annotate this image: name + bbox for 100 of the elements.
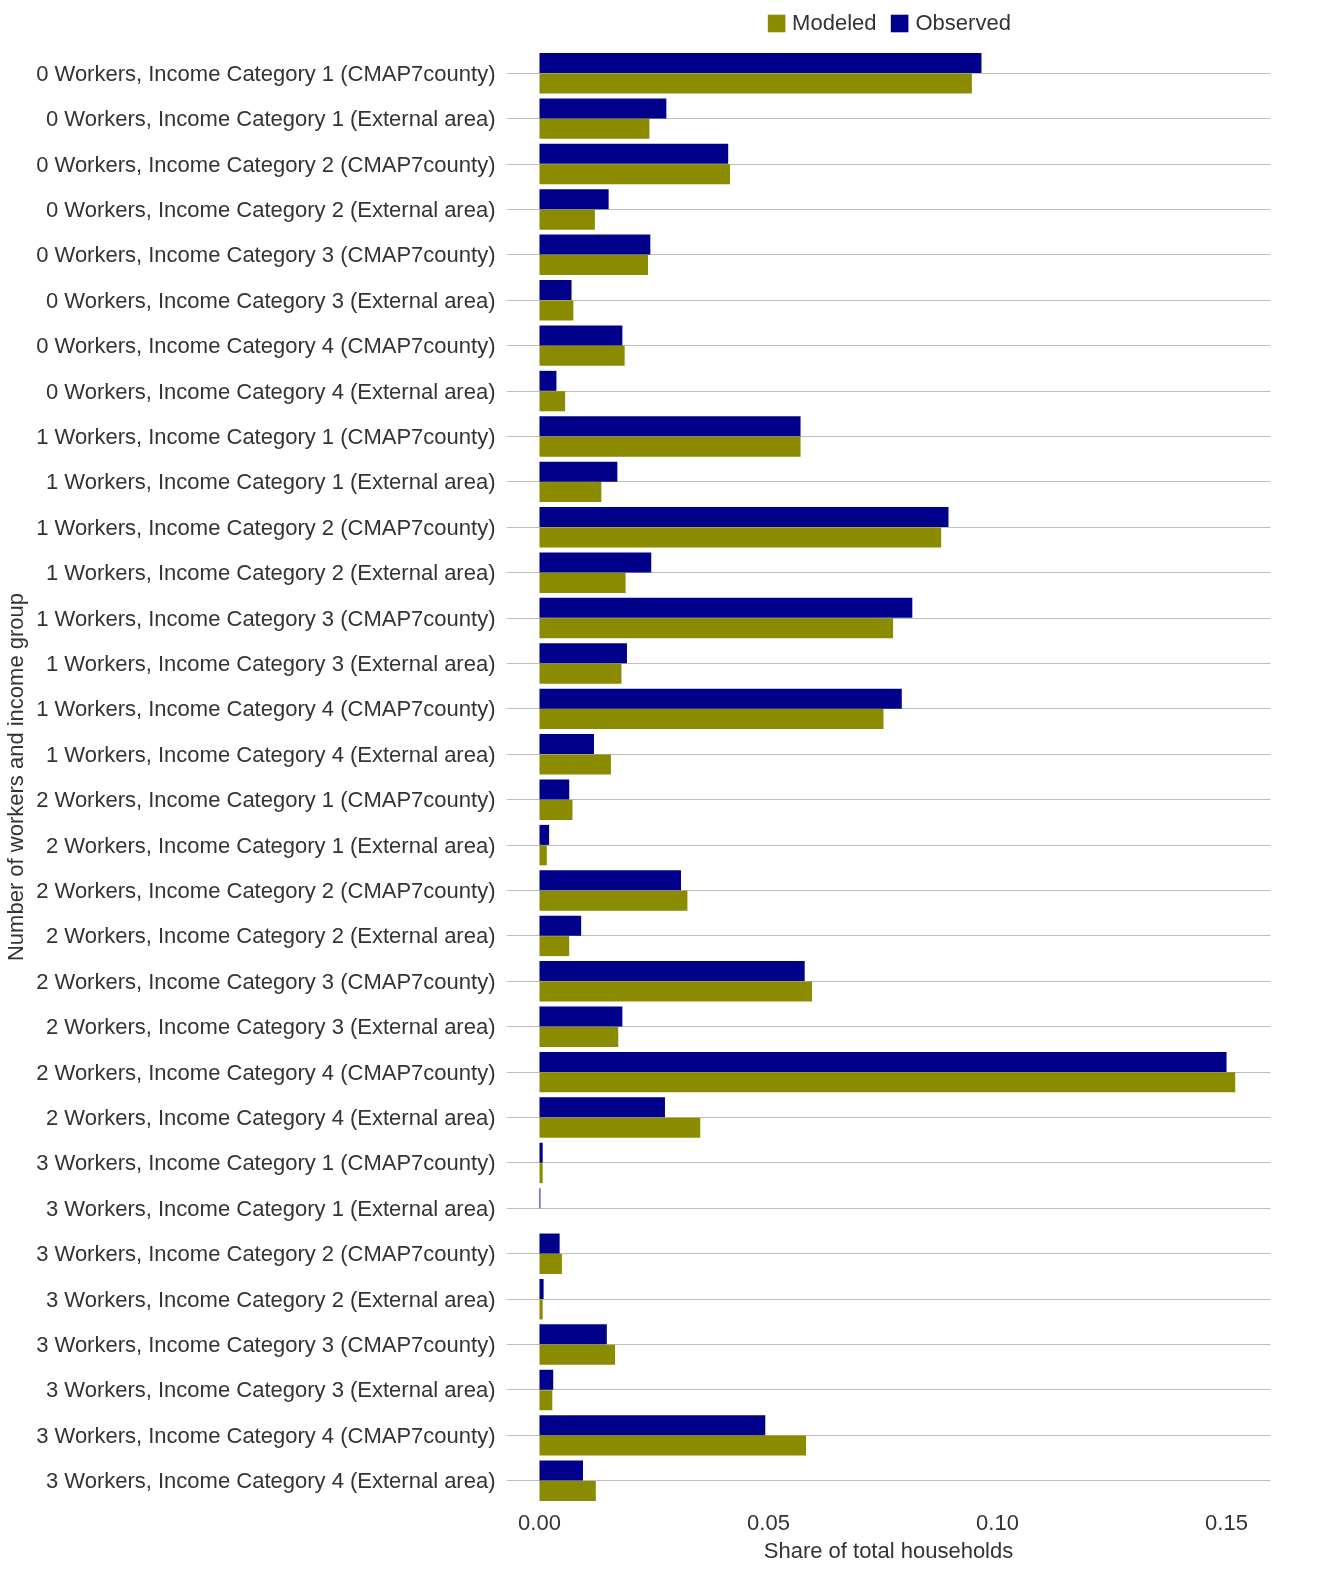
bar	[539, 1072, 1236, 1093]
bar	[539, 143, 729, 164]
bar	[539, 189, 609, 210]
bar	[539, 643, 627, 664]
bar	[539, 734, 594, 755]
y-tick-label: 0 Workers, Income Category 4 (CMAP7county)	[36, 333, 496, 359]
bar	[539, 572, 626, 593]
bar	[539, 1142, 543, 1163]
bar	[539, 461, 618, 482]
y-tick-label: 2 Workers, Income Category 1 (CMAP7county)	[36, 787, 496, 813]
x-tick-label: 0.15	[1205, 1509, 1248, 1535]
y-tick-label: 0 Workers, Income Category 2 (External area)	[45, 196, 496, 222]
y-tick-label: 3 Workers, Income Category 2 (External area)	[45, 1286, 496, 1312]
bar	[539, 234, 651, 255]
bar	[539, 1369, 554, 1390]
bar	[539, 799, 573, 820]
y-tick-label: 2 Workers, Income Category 3 (External area)	[45, 1014, 496, 1040]
legend-label: Modeled	[792, 9, 877, 36]
bar	[539, 507, 949, 528]
bar	[539, 1233, 560, 1254]
y-tick-label: 0 Workers, Income Category 1 (CMAP7county)	[36, 60, 496, 86]
y-tick-label: 3 Workers, Income Category 3 (External area)	[45, 1377, 496, 1403]
bar	[539, 416, 801, 437]
y-tick-label: 1 Workers, Income Category 4 (External area)	[45, 741, 496, 767]
bar	[539, 1390, 553, 1411]
bar	[539, 1344, 616, 1365]
y-tick-label: 1 Workers, Income Category 2 (CMAP7county)	[36, 514, 496, 540]
bar	[539, 1278, 544, 1299]
bar	[539, 300, 574, 321]
y-tick-label: 3 Workers, Income Category 1 (CMAP7county)	[36, 1150, 496, 1176]
bar	[539, 618, 894, 639]
y-tick-label: 0 Workers, Income Category 3 (CMAP7county)	[36, 242, 496, 268]
bar	[539, 1026, 619, 1047]
y-tick-label: 2 Workers, Income Category 1 (External area)	[45, 832, 496, 858]
bar	[539, 663, 622, 684]
bar	[539, 98, 667, 119]
bar	[539, 1097, 665, 1118]
bar	[539, 890, 688, 911]
bar	[539, 1415, 766, 1436]
bar	[539, 1435, 807, 1456]
legend-label: Observed	[915, 9, 1011, 36]
y-tick-label: 3 Workers, Income Category 2 (CMAP7county)	[36, 1241, 496, 1267]
bar	[539, 779, 570, 800]
bar	[539, 1299, 543, 1320]
bar	[539, 845, 547, 866]
bar	[539, 52, 982, 73]
y-tick-label: 2 Workers, Income Category 2 (External area)	[45, 923, 496, 949]
bar	[539, 754, 611, 775]
y-tick-label: 1 Workers, Income Category 3 (External area)	[45, 650, 496, 676]
bar	[539, 255, 649, 276]
y-tick-label: 0 Workers, Income Category 1 (External area)	[45, 106, 496, 132]
bar	[539, 709, 884, 730]
x-tick-label: 0.00	[518, 1509, 561, 1535]
bar	[539, 1006, 623, 1027]
bar	[539, 370, 557, 391]
bar	[539, 1324, 607, 1345]
y-tick-label: 1 Workers, Income Category 1 (CMAP7county)	[36, 423, 496, 449]
y-tick-label: 1 Workers, Income Category 2 (External area)	[45, 560, 496, 586]
x-tick-label: 0.10	[976, 1509, 1019, 1535]
bar	[539, 1051, 1227, 1072]
bar	[539, 345, 625, 366]
y-tick-label: 1 Workers, Income Category 4 (CMAP7county)	[36, 696, 496, 722]
bar	[539, 1253, 562, 1274]
y-tick-label: 3 Workers, Income Category 1 (External area)	[45, 1195, 496, 1221]
bar	[539, 1481, 596, 1502]
y-axis-title: Number of workers and income group	[3, 592, 29, 962]
y-tick-label: 0 Workers, Income Category 2 (CMAP7county)	[36, 151, 496, 177]
y-tick-label: 3 Workers, Income Category 4 (CMAP7county)	[36, 1422, 496, 1448]
bar	[539, 325, 623, 346]
y-tick-label: 2 Workers, Income Category 2 (CMAP7county)	[36, 878, 496, 904]
bar	[539, 688, 902, 709]
bar	[539, 1163, 543, 1184]
bar	[539, 824, 550, 845]
bar	[539, 73, 972, 94]
y-tick-label: 0 Workers, Income Category 4 (External area)	[45, 378, 496, 404]
bar	[539, 552, 652, 573]
bar	[539, 436, 801, 457]
bar	[539, 391, 566, 412]
bar	[539, 164, 731, 185]
bar	[539, 527, 942, 548]
x-tick-label: 0.05	[747, 1509, 790, 1535]
bar	[539, 961, 805, 982]
y-tick-label: 0 Workers, Income Category 3 (External area)	[45, 287, 496, 313]
bar	[539, 870, 682, 891]
y-tick-label: 1 Workers, Income Category 3 (CMAP7county)	[36, 605, 496, 631]
bar	[539, 981, 813, 1002]
y-tick-label: 2 Workers, Income Category 3 (CMAP7county)	[36, 968, 496, 994]
bar	[539, 597, 913, 618]
y-tick-label: 2 Workers, Income Category 4 (CMAP7county)	[36, 1059, 496, 1085]
bar	[539, 482, 602, 503]
x-axis-title: Share of total households	[763, 1537, 1014, 1563]
bar	[539, 280, 572, 301]
bar	[539, 915, 582, 936]
y-tick-label: 2 Workers, Income Category 4 (External area)	[45, 1105, 496, 1131]
bar	[539, 118, 650, 139]
y-tick-label: 1 Workers, Income Category 1 (External area)	[45, 469, 496, 495]
y-tick-label: 3 Workers, Income Category 4 (External area)	[45, 1468, 496, 1494]
bar	[539, 209, 595, 230]
bar	[539, 1460, 583, 1481]
bar	[539, 936, 570, 957]
